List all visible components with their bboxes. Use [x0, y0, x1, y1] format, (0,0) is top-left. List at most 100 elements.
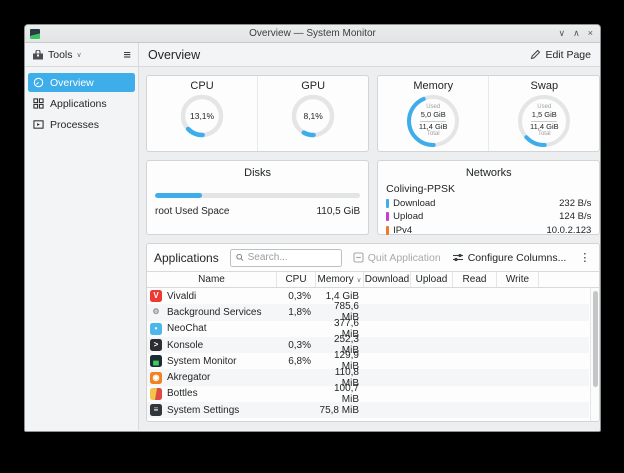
column-header-upload[interactable]: Upload: [411, 272, 453, 287]
memory-title: Memory: [413, 80, 454, 92]
column-header-write[interactable]: Write: [497, 272, 539, 287]
gpu-gauge: 8,1%: [290, 93, 336, 139]
neochat-icon: •: [150, 322, 162, 335]
memory-swap-card: Memory Used 5,0 GiB 11,4 GiB: [377, 75, 600, 152]
table-row[interactable]: ≡ System Settings 75,8 MiB: [147, 402, 590, 419]
search-field[interactable]: [229, 248, 342, 267]
memory-cell: 252,3 MiB: [333, 334, 359, 357]
app-name-label: System Settings: [167, 404, 240, 416]
download-value: 232 B/s: [559, 197, 592, 209]
app-name-label: Konsole: [167, 339, 204, 351]
network-ssid: Coliving-PPSK: [386, 183, 456, 195]
table-row[interactable]: Bottles 100,7 MiB: [147, 383, 589, 405]
column-header-cpu[interactable]: CPU: [277, 272, 316, 287]
column-header-memory[interactable]: Memory ∨: [316, 272, 364, 287]
app-name-label: System Monitor: [167, 355, 237, 367]
overview-page: CPU 13,1% GPU: [139, 67, 600, 430]
swap-total-label: Total: [537, 131, 551, 138]
table-row[interactable]: • NeoChat 377,6 MiB: [147, 317, 589, 340]
table-row[interactable]: > Konsole 0,3% 252,3 MiB: [147, 334, 590, 357]
memory-sensor: Memory Used 5,0 GiB 11,4 GiB: [378, 76, 488, 151]
quit-application-button[interactable]: Quit Application: [353, 252, 441, 264]
search-input[interactable]: [247, 252, 336, 263]
table-row[interactable]: V Vivaldi 0,3% 1,4 GiB: [147, 288, 589, 304]
app-window: Overview — System Monitor ∨ ∧ × Tools ∨ …: [24, 24, 601, 432]
ipv4-label: IPv4: [393, 224, 413, 236]
vivaldi-icon: V: [150, 290, 162, 303]
network-upload-row: Upload 124 B/s: [386, 211, 591, 222]
app-name-label: Background Services: [167, 306, 262, 318]
edit-page-button[interactable]: Edit Page: [530, 49, 591, 61]
system-settings-icon: ≡: [150, 404, 162, 417]
minimize-button[interactable]: ∨: [558, 28, 566, 38]
pencil-icon: [531, 49, 541, 60]
scrollbar-track[interactable]: [590, 288, 600, 421]
column-header-read[interactable]: Read: [453, 272, 497, 287]
app-name-label: Akregator: [167, 372, 211, 384]
maximize-button[interactable]: ∧: [573, 28, 580, 38]
tools-menu-button[interactable]: Tools ∨: [32, 49, 82, 61]
cpu-gauge: 13,1%: [179, 93, 225, 139]
page-title: Overview: [148, 47, 201, 62]
disks-card: Disks root Used Space 110,5 GiB: [146, 160, 370, 235]
disk-usage-bar: [155, 193, 361, 198]
download-swatch: [386, 198, 390, 208]
swap-used-value: 1,5 GiB: [531, 109, 557, 119]
sidebar-item-applications[interactable]: Applications: [28, 94, 135, 113]
configure-columns-icon: [452, 253, 463, 262]
swap-title: Swap: [530, 80, 559, 92]
quit-application-icon: [353, 252, 364, 263]
cpu-value: 13,1%: [189, 111, 215, 121]
memory-cell: 785,6 MiB: [333, 301, 359, 324]
memory-used-label: Used: [426, 103, 441, 110]
disk-usage-fill: [155, 193, 203, 198]
memory-cell: 377,6 MiB: [333, 317, 359, 340]
app-name-label: Vivaldi: [167, 290, 197, 302]
cpu-sensor: CPU 13,1%: [147, 76, 257, 151]
sidebar-item-processes[interactable]: Processes: [28, 115, 135, 134]
memory-total-label: Total: [426, 131, 440, 138]
quit-application-label: Quit Application: [367, 251, 441, 264]
column-header-download[interactable]: Download: [364, 272, 411, 287]
sort-descending-icon: ∨: [356, 276, 362, 284]
column-header-name[interactable]: Name: [147, 272, 277, 287]
overflow-menu-button[interactable]: ⋮: [579, 252, 591, 264]
disk-value: 110,5 GiB: [316, 206, 361, 217]
app-name-cell: Bottles: [147, 387, 277, 400]
sidebar-item-label: Applications: [50, 97, 107, 110]
grid-icon: [33, 98, 44, 109]
app-name-cell: ▄ System Monitor: [147, 355, 277, 368]
toolbox-icon: [33, 49, 43, 59]
table-row[interactable]: ⚙ Background Services 1,8% 785,6 MiB: [147, 301, 590, 324]
system-monitor-icon: ▄: [150, 355, 162, 368]
tools-label: Tools: [48, 48, 73, 61]
table-row[interactable]: ◉ Akregator 110,8 MiB: [147, 367, 590, 389]
edit-page-label: Edit Page: [545, 48, 591, 61]
scrollbar-thumb[interactable]: [593, 291, 599, 387]
cpu-cell: 0,3%: [288, 339, 311, 351]
sidebar: Overview Applications Processes: [25, 67, 139, 430]
app-name-cell: ≡ System Settings: [147, 404, 277, 417]
app-name-cell: • NeoChat: [147, 322, 277, 335]
memory-cell: 1,4 GiB: [325, 290, 359, 302]
memory-values: Used 5,0 GiB 11,4 GiB Total: [405, 93, 461, 149]
memory-cell: 75,8 MiB: [319, 404, 359, 416]
hamburger-menu-button[interactable]: ≡: [123, 47, 131, 62]
app-name-cell: V Vivaldi: [147, 290, 277, 303]
processes-icon: [33, 120, 44, 129]
toolbar-left: Tools ∨ ≡: [25, 43, 139, 66]
search-icon: [236, 253, 244, 262]
sidebar-item-overview[interactable]: Overview: [28, 73, 135, 92]
app-icon: [30, 28, 40, 39]
configure-columns-button[interactable]: Configure Columns...: [452, 252, 566, 264]
gpu-value: 8,1%: [303, 111, 323, 121]
applications-toolbar: Applications Quit Application: [147, 244, 599, 271]
table-header: Name CPU Memory ∨ Download Upload Read W…: [147, 271, 600, 288]
close-button[interactable]: ×: [587, 28, 593, 38]
swap-used-label: Used: [537, 103, 552, 110]
memory-cell: 129,9 MiB: [333, 350, 359, 373]
toolbar-main: Overview Edit Page: [139, 43, 600, 66]
chevron-down-icon: ∨: [76, 51, 82, 59]
swap-values: Used 1,5 GiB 11,4 GiB Total: [516, 93, 572, 149]
table-row[interactable]: ▄ System Monitor 6,8% 129,9 MiB: [147, 350, 589, 373]
